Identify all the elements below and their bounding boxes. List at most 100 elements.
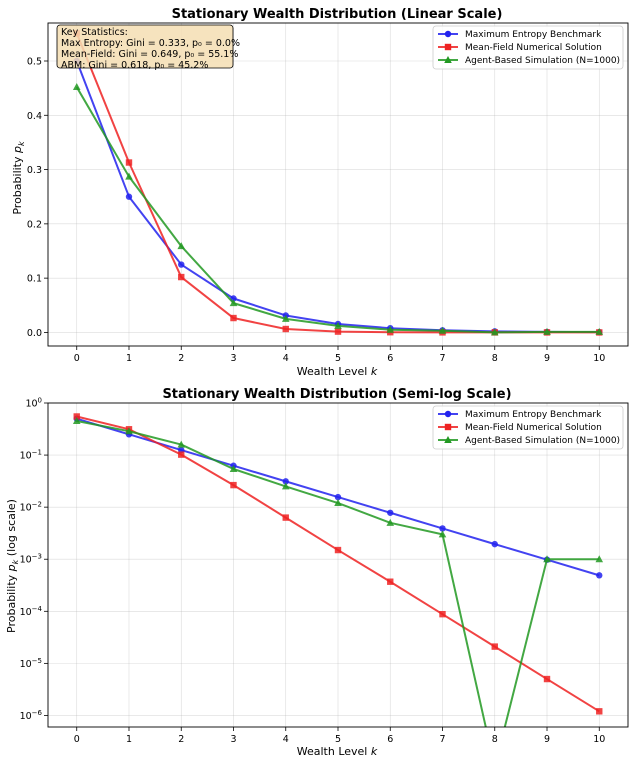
x-tick-label: 4: [283, 734, 289, 745]
x-tick-label: 5: [335, 353, 341, 364]
y-tick-label: 0.5: [27, 57, 42, 68]
legend-frame: [432, 25, 624, 70]
data-point-series-2: [490, 328, 499, 336]
data-point-series-1: [543, 675, 551, 683]
y-tick-label: 10−2: [20, 501, 42, 514]
y-tick-label: 10−3: [20, 553, 42, 566]
x-tick-label: 7: [439, 353, 445, 364]
y-tick-label-base: 10: [25, 399, 37, 410]
x-tick-label: 4: [283, 353, 289, 364]
linear-chart: Stationary Wealth Distribution (Linear S…: [11, 7, 629, 378]
legend-marker-2: [444, 56, 452, 63]
data-point-series-2: [229, 465, 238, 473]
y-tick-label: 0.4: [27, 111, 42, 122]
y-tick-label: 10−6: [20, 709, 43, 722]
y-tick-label-base: 10: [20, 711, 32, 722]
y-tick-label: 0.3: [27, 165, 42, 176]
legend-marker-1: [444, 43, 452, 51]
data-point-series-0: [596, 572, 603, 579]
data-point-series-2: [438, 530, 447, 538]
x-tick-label: 3: [230, 734, 236, 745]
data-point-series-1: [439, 610, 446, 618]
legend-label-0: Maximum Entropy Benchmark: [465, 30, 602, 40]
x-tick-label: 5: [335, 734, 341, 745]
y-tick-label-exp: −2: [32, 501, 42, 509]
x-tick-label: 8: [492, 734, 498, 745]
data-point-series-0: [282, 478, 289, 485]
semilog-chart-plot-area: [47, 402, 629, 728]
data-point-series-2: [125, 172, 133, 180]
data-point-series-2: [177, 242, 186, 250]
data-point-series-1: [334, 328, 342, 335]
data-point-series-1: [387, 578, 394, 585]
data-point-series-2: [386, 518, 395, 526]
y-tick-label-exp: −1: [32, 449, 42, 457]
legend-marker-0: [444, 410, 452, 418]
data-point-series-1: [178, 273, 185, 281]
data-point-series-2: [125, 427, 133, 435]
legend-label-1: Mean-Field Numerical Solution: [465, 423, 602, 433]
data-point-series-1: [230, 481, 237, 489]
stats-line: Mean-Field: Gini = 0.649, p₀ = 55.1%: [61, 49, 238, 60]
semilog-chart-x-label: Wealth Level k: [297, 745, 378, 758]
y-tick-label: 10−5: [20, 657, 42, 670]
legend-label-1: Mean-Field Numerical Solution: [465, 43, 602, 53]
data-point-series-0: [125, 193, 133, 200]
legend-label-2: Agent-Based Simulation (N=1000): [465, 56, 620, 66]
data-point-series-2: [229, 299, 238, 307]
y-tick-label-exp: −4: [32, 605, 43, 613]
data-point-series-0: [491, 540, 498, 548]
y-tick-label-base: 10: [20, 451, 32, 462]
key-statistics-box: Key Statistics: Max Entropy: Gini = 0.33…: [56, 24, 240, 71]
legend-label-0: Maximum Entropy Benchmark: [465, 410, 602, 420]
legend-marker-1: [444, 423, 452, 431]
y-tick-label-base: 10: [20, 659, 32, 670]
data-point-series-1: [334, 546, 342, 554]
linear-chart-x-label: Wealth Level k: [297, 365, 378, 378]
x-tick-label: 0: [74, 353, 80, 364]
data-point-series-2: [334, 499, 342, 507]
data-point-series-2: [281, 482, 290, 490]
data-point-series-2: [72, 416, 81, 424]
data-point-series-2: [281, 314, 290, 322]
x-tick-label: 8: [492, 353, 498, 364]
x-tick-label: 2: [178, 734, 184, 745]
x-tick-label: 6: [387, 734, 393, 745]
x-tick-label: 0: [74, 734, 80, 745]
y-tick-label: 0.2: [27, 219, 42, 230]
y-tick-label-exp: −3: [32, 553, 42, 561]
linear-chart-plot-area: [47, 22, 629, 347]
data-point-series-2: [595, 327, 604, 335]
y-tick-label-exp: 0: [38, 397, 42, 405]
data-point-series-2: [334, 321, 342, 329]
linear-chart-legend: Maximum Entropy Benchmark Mean-Field Nume…: [432, 25, 624, 70]
y-tick-label-base: 10: [20, 503, 32, 514]
data-point-series-2: [72, 83, 81, 91]
legend-marker-2: [444, 436, 452, 443]
data-point-series-2: [543, 555, 551, 563]
linear-chart-y-label: Probability pk: [11, 141, 26, 215]
linear-chart-title: Stationary Wealth Distribution (Linear S…: [172, 7, 503, 22]
x-tick-label: 10: [593, 353, 605, 364]
data-point-series-1: [282, 325, 289, 333]
y-tick-label-exp: −6: [32, 709, 43, 717]
semilog-chart-y-label: Probability pk (log scale): [5, 499, 20, 633]
data-point-series-2: [595, 555, 604, 563]
semilog-chart-legend: Maximum Entropy Benchmark Mean-Field Nume…: [432, 405, 624, 450]
data-point-series-1: [491, 643, 498, 650]
x-tick-label: 3: [230, 353, 236, 364]
data-point-series-0: [178, 261, 185, 268]
data-point-series-2: [386, 325, 395, 333]
semilog-chart: Stationary Wealth Distribution (Semi-log…: [5, 387, 629, 758]
y-tick-label: 10−4: [20, 605, 43, 618]
y-tick-label-exp: −5: [32, 657, 42, 665]
x-tick-label: 9: [544, 353, 550, 364]
stats-line: Max Entropy: Gini = 0.333, p₀ = 0.0%: [61, 38, 240, 49]
legend-label-2: Agent-Based Simulation (N=1000): [465, 436, 620, 446]
x-tick-label: 1: [126, 353, 132, 364]
data-point-series-1: [73, 413, 80, 420]
y-tick-label: 100: [25, 397, 42, 410]
x-tick-label: 1: [126, 734, 132, 745]
data-point-series-2: [177, 440, 186, 448]
